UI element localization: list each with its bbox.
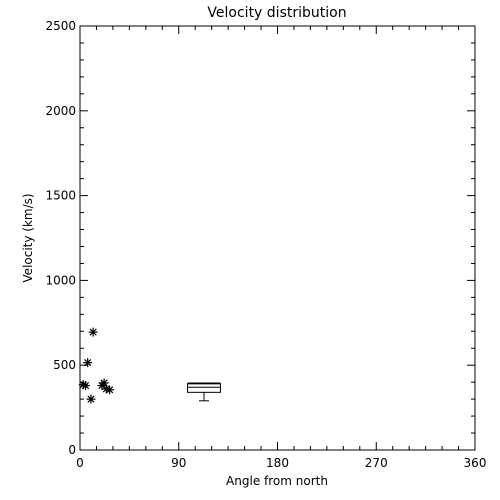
y-tick-label: 2000 bbox=[45, 104, 76, 118]
velocity-boxplot bbox=[187, 382, 221, 402]
data-points bbox=[78, 327, 115, 404]
x-tick-label: 180 bbox=[266, 456, 289, 470]
asterisk-stroke bbox=[102, 385, 110, 393]
plot-area-frame bbox=[79, 25, 476, 451]
asterisk-stroke bbox=[89, 328, 97, 336]
asterisk-stroke bbox=[100, 379, 108, 387]
y-tick-label: 1000 bbox=[45, 273, 76, 287]
data-point bbox=[86, 394, 96, 404]
asterisk-stroke bbox=[87, 395, 95, 403]
box-iqr bbox=[187, 383, 221, 393]
axis-tick-labels: 0 90 180 270 360 0 500 1000 1500 2000 2500 bbox=[45, 19, 486, 470]
y-tick-label: 500 bbox=[53, 358, 76, 372]
y-tick-label: 0 bbox=[68, 443, 76, 457]
data-point bbox=[88, 327, 98, 337]
axis-ticks bbox=[79, 25, 476, 451]
data-point bbox=[83, 358, 93, 368]
data-point bbox=[80, 381, 90, 391]
asterisk-stroke bbox=[84, 359, 92, 367]
chart-title: Velocity distribution bbox=[207, 5, 346, 21]
x-tick-label: 0 bbox=[76, 456, 84, 470]
x-tick-label: 90 bbox=[171, 456, 186, 470]
data-point bbox=[105, 385, 115, 395]
x-tick-label: 360 bbox=[464, 456, 487, 470]
y-tick-label: 2500 bbox=[45, 19, 76, 33]
x-axis-label: Angle from north bbox=[226, 474, 328, 488]
y-tick-label: 1500 bbox=[45, 189, 76, 203]
asterisk-stroke bbox=[106, 386, 114, 394]
x-tick-label: 270 bbox=[365, 456, 388, 470]
asterisk-stroke bbox=[81, 381, 90, 390]
y-axis-label: Velocity (km/s) bbox=[21, 193, 35, 282]
